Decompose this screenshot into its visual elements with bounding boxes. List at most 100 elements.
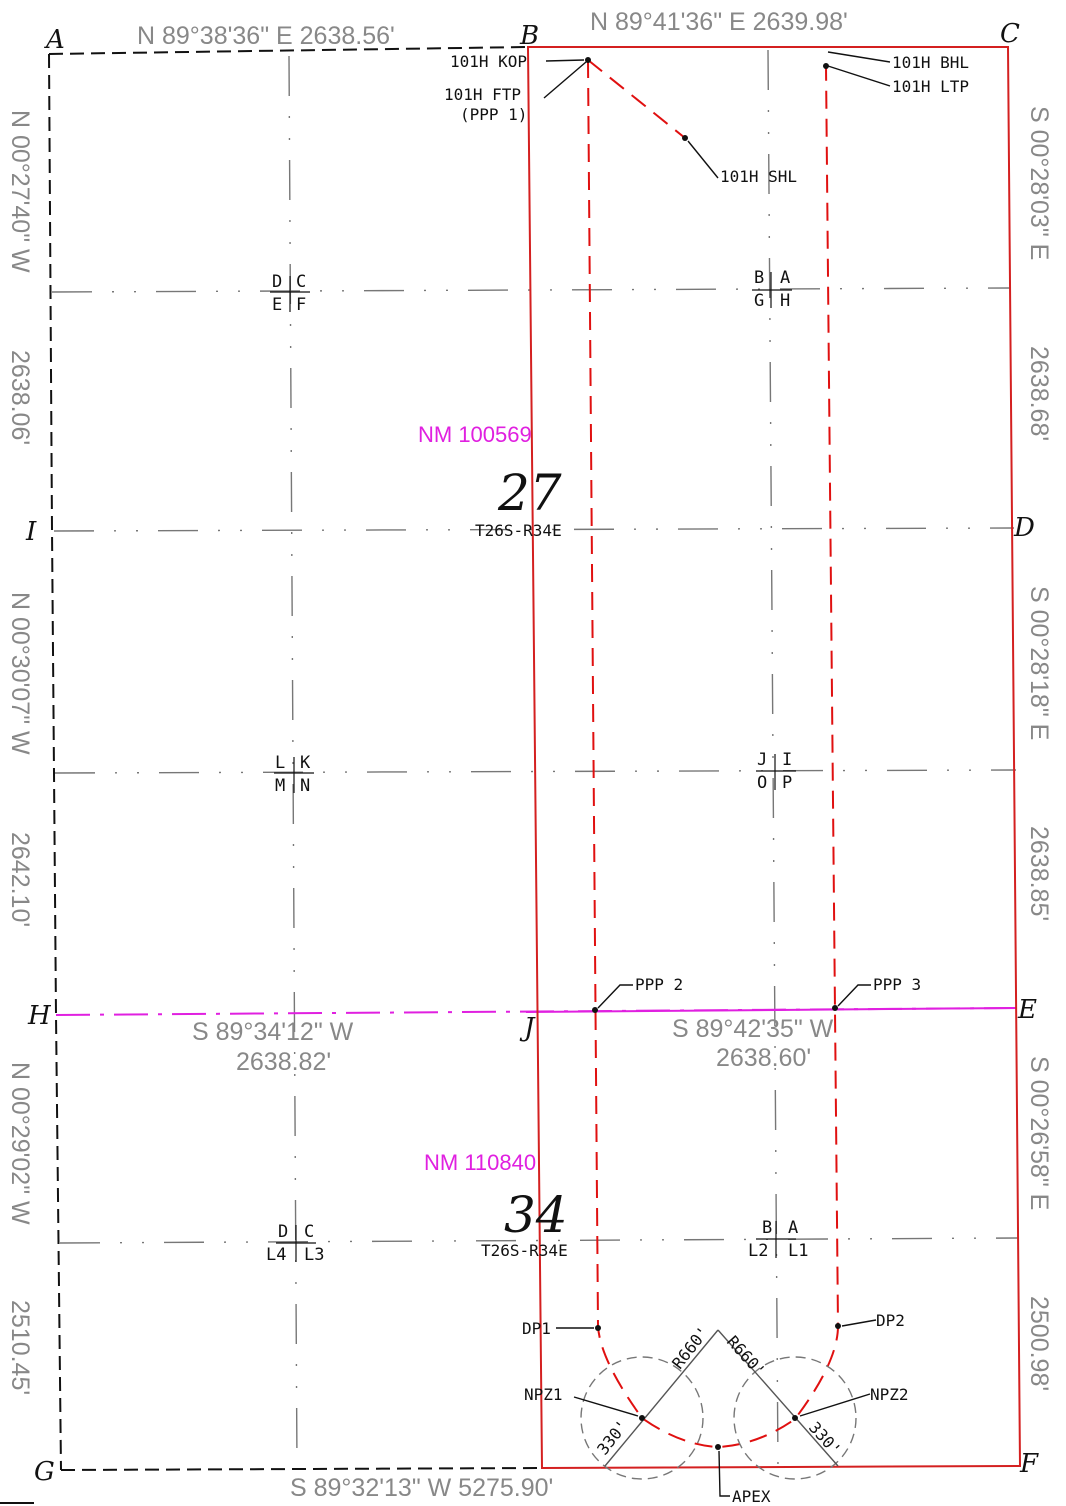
offset-right-label: 330': [805, 1418, 845, 1459]
npz2-label: NPZ2: [870, 1385, 909, 1404]
qq-34w-bl: L4: [266, 1245, 286, 1265]
corner-b: B: [519, 21, 539, 51]
lease-upper: NM 100569: [418, 422, 532, 447]
aliquot-labels: D C E F B A G H L K M N J I O P D C L4 L…: [266, 268, 808, 1265]
bhl-label: 101H BHL: [892, 53, 969, 72]
npz2-point: [792, 1415, 798, 1421]
qq-27se-br: P: [782, 773, 792, 793]
quarter-grid: [51, 49, 1019, 1469]
dp2-point: [835, 1323, 841, 1329]
corner-g: G: [34, 1457, 55, 1487]
corner-e: E: [1017, 995, 1037, 1025]
leader-lines: [543, 51, 891, 1497]
radius-left-label: R660': [668, 1323, 713, 1373]
west-upper-bearing: N 00°27'40" W: [6, 110, 34, 273]
qq-34e-tl: B: [762, 1218, 772, 1238]
ppp1-label: (PPP 1): [460, 105, 527, 124]
offset-left-label: 330': [593, 1416, 632, 1458]
qq-27sw-br: N: [300, 776, 310, 796]
qq-27ne-br: H: [780, 291, 790, 311]
ppp3-point: [832, 1005, 838, 1011]
shl-label: 101H SHL: [720, 167, 797, 186]
section-number-upper: 27: [497, 464, 562, 522]
mid-west-distance: 2638.82': [236, 1048, 331, 1076]
township-lower: T26S-R34E: [481, 1241, 568, 1260]
npz-construction: [580, 1329, 857, 1480]
kop-label: 101H KOP: [450, 52, 527, 71]
qq-34e-tr: A: [788, 1218, 798, 1238]
ppp2-point: [592, 1007, 598, 1013]
west-middle-distance: 2642.10': [6, 832, 34, 927]
qq-27ne-tl: B: [754, 268, 764, 288]
lease-boundary-solid: [525, 1007, 1017, 1013]
east-lower-bearing: S 00°26'58" E: [1025, 1056, 1053, 1210]
spacing-unit-outline: [526, 46, 1022, 1470]
qq-34w-br: L3: [304, 1245, 324, 1265]
qq-34e-bl: L2: [748, 1241, 768, 1261]
qq-27se-bl: O: [757, 773, 767, 793]
corner-d: D: [1013, 513, 1035, 543]
dp2-label: DP2: [876, 1311, 905, 1330]
qq-27sw-tr: K: [300, 753, 311, 773]
east-upper-bearing: S 00°28'03" E: [1025, 106, 1053, 260]
npz1-label: NPZ1: [524, 1385, 563, 1404]
ppp3-label: PPP 3: [873, 975, 921, 994]
corner-i: I: [25, 517, 37, 547]
wellbore-path: [587, 59, 840, 1449]
qq-27ne-bl: G: [754, 291, 764, 311]
west-upper-distance: 2638.06': [6, 350, 34, 445]
ltp-point: [823, 63, 829, 69]
well-labels: 101H KOP 101H FTP (PPP 1) 101H SHL 101H …: [444, 52, 969, 1506]
corner-c: C: [1000, 19, 1020, 49]
north-east-call: N 89°41'36" E 2639.98': [590, 8, 848, 36]
qq-27nw-br: F: [296, 295, 306, 315]
east-middle-bearing: S 00°28'18" E: [1025, 586, 1053, 740]
corner-h: H: [27, 1001, 52, 1031]
shl-point: [682, 135, 688, 141]
mid-east-distance: 2638.60': [716, 1044, 811, 1072]
qq-27ne-tr: A: [780, 268, 790, 288]
qq-34w-tr: C: [304, 1222, 314, 1242]
east-upper-distance: 2638.68': [1025, 346, 1053, 441]
ppp2-label: PPP 2: [635, 975, 683, 994]
east-middle-distance: 2638.85': [1025, 826, 1053, 921]
point-markers: [585, 57, 841, 1450]
apex-label: APEX: [732, 1487, 771, 1506]
west-lower-bearing: N 00°29'02" W: [6, 1062, 34, 1225]
mid-east-bearing: S 89°42'35" W: [672, 1015, 834, 1043]
qq-34w-tl: D: [278, 1222, 288, 1242]
qq-27nw-tr: C: [296, 272, 306, 292]
dp1-label: DP1: [522, 1319, 551, 1338]
qq-27sw-tl: L: [275, 753, 285, 773]
qq-34e-br: L1: [788, 1241, 808, 1261]
north-west-call: N 89°38'36" E 2638.56': [137, 22, 395, 50]
dp1-point: [595, 1325, 601, 1331]
ltp-label: 101H LTP: [892, 77, 969, 96]
west-middle-bearing: N 00°30'07" W: [6, 592, 34, 755]
mid-west-bearing: S 89°34'12" W: [192, 1018, 354, 1046]
corner-letters: A B C D E F G H I J: [25, 19, 1039, 1487]
qq-27se-tl: J: [757, 750, 767, 770]
south-call: S 89°32'13" W 5275.90': [290, 1474, 553, 1502]
corner-f: F: [1019, 1449, 1039, 1479]
east-lower-distance: 2500.98': [1025, 1296, 1053, 1391]
radius-right-label: R660': [723, 1332, 769, 1381]
section-identifiers: NM 100569 27 T26S-R34E NM 110840 34 T26S…: [418, 422, 568, 1260]
qq-27sw-bl: M: [275, 776, 285, 796]
corner-j: J: [519, 1013, 536, 1043]
qq-27se-tr: I: [782, 750, 792, 770]
section-number-lower: 34: [504, 1186, 568, 1244]
npz1-point: [639, 1415, 645, 1421]
lease-lower: NM 110840: [424, 1150, 536, 1175]
township-upper: T26S-R34E: [475, 521, 562, 540]
west-lower-distance: 2510.45': [6, 1300, 34, 1395]
kop-point: [585, 57, 591, 63]
apex-point: [715, 1444, 721, 1450]
qq-27nw-tl: D: [272, 272, 282, 292]
boundary-calls: N 89°38'36" E 2638.56' N 89°41'36" E 263…: [6, 8, 1053, 1502]
qq-27nw-bl: E: [272, 295, 282, 315]
section-boundary: [48, 46, 543, 1471]
corner-a: A: [44, 25, 65, 55]
ftp-label: 101H FTP: [444, 85, 521, 104]
